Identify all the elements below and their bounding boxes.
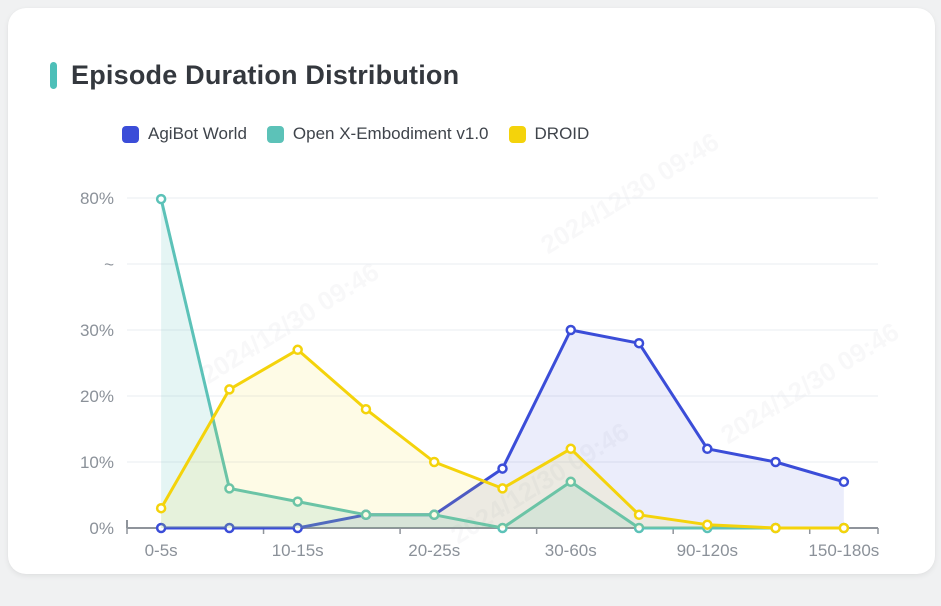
- legend-item-agibot-world[interactable]: AgiBot World: [122, 124, 247, 144]
- legend-swatch-icon: [122, 125, 139, 143]
- data-point-marker: [770, 522, 781, 534]
- y-axis-label: 80%: [80, 189, 114, 208]
- data-point-marker: [224, 384, 235, 395]
- episode-duration-chart: 0% 10% 20% 30% ~80% 0-5s 10-15s 20-25s 30-60s 90-…: [80, 189, 879, 560]
- data-point-marker: [565, 443, 577, 455]
- data-point-marker: [428, 509, 440, 521]
- data-point-marker: [360, 403, 372, 415]
- chart-legend: AgiBot World Open X-Embodiment v1.0 DROID: [122, 124, 589, 144]
- y-axis-label: ~: [104, 255, 114, 274]
- card-header: Episode Duration Distribution: [50, 60, 459, 91]
- legend-swatch-icon: [508, 125, 526, 143]
- data-point-marker: [838, 522, 850, 534]
- x-axis-label: 20-25s: [408, 541, 460, 560]
- data-point-marker: [633, 337, 645, 349]
- data-point-marker: [633, 522, 645, 534]
- data-point-marker: [360, 509, 372, 521]
- data-point-marker: [770, 456, 781, 468]
- data-point-marker: [497, 463, 508, 474]
- x-axis-label: 10-15s: [272, 541, 324, 560]
- legend-swatch-icon: [266, 125, 284, 143]
- page-title: Episode Duration Distribution: [71, 60, 460, 90]
- data-point-marker: [224, 483, 235, 494]
- data-point-marker: [292, 496, 303, 507]
- series-area: [161, 349, 844, 528]
- x-axis-label: 150-180s: [808, 541, 879, 560]
- data-point-marker: [838, 476, 850, 488]
- data-point-marker: [292, 522, 303, 534]
- data-point-marker: [155, 193, 167, 205]
- data-point-marker: [155, 522, 167, 534]
- data-point-marker: [565, 324, 577, 336]
- y-axis-label: 10%: [80, 453, 114, 472]
- data-point-marker: [497, 522, 508, 534]
- legend-item-droid[interactable]: DROID: [508, 124, 590, 144]
- legend-item-open-x-embodiment-v1-0[interactable]: Open X-Embodiment v1.0: [266, 124, 489, 144]
- x-axis-label: 30-60s: [545, 541, 597, 560]
- legend-label: AgiBot World: [148, 124, 247, 143]
- data-point-marker: [497, 483, 508, 494]
- data-point-marker: [428, 456, 440, 468]
- data-point-marker: [292, 344, 303, 356]
- data-point-marker: [702, 443, 713, 455]
- title-accent-bar: [50, 62, 57, 89]
- episode-duration-card: Episode Duration Distribution AgiBot Wor…: [8, 8, 935, 574]
- y-axis-label: 20%: [80, 387, 114, 406]
- legend-label: Open X-Embodiment v1.0: [292, 124, 489, 143]
- x-axis-label: 90-120s: [677, 541, 738, 560]
- data-point-marker: [633, 509, 645, 521]
- data-point-marker: [224, 522, 235, 534]
- y-axis-label: 30%: [80, 321, 114, 340]
- series-area: [161, 199, 844, 528]
- data-point-marker: [702, 519, 713, 530]
- data-point-marker: [565, 476, 577, 488]
- y-axis-label: 0%: [89, 519, 114, 538]
- data-point-marker: [155, 502, 167, 514]
- legend-label: DROID: [534, 124, 590, 143]
- x-axis-label: 0-5s: [145, 541, 178, 560]
- series-area: [161, 330, 844, 528]
